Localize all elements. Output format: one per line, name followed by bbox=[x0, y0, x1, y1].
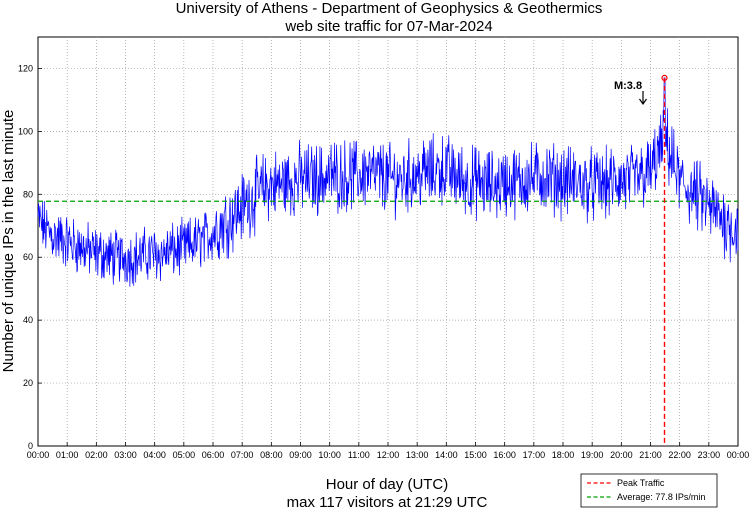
x-axis-ticks: 00:00 01:00 02:00 03:00 04:00 05:00 06:00 07:00… bbox=[27, 442, 750, 460]
y-tick-label: 0 bbox=[28, 441, 33, 451]
x-tick-label: 01:00 bbox=[56, 450, 79, 460]
x-tick-label: 21:00 bbox=[639, 450, 662, 460]
x-tick-label: 13:00 bbox=[406, 450, 429, 460]
legend-average-label: Average: 77.8 IPs/min bbox=[617, 492, 705, 502]
peak-marker bbox=[661, 74, 668, 82]
y-tick-label: 40 bbox=[23, 315, 33, 325]
x-tick-label: 06:00 bbox=[202, 450, 225, 460]
x-tick-label: 03:00 bbox=[114, 450, 137, 460]
x-tick-label: 02:00 bbox=[85, 450, 108, 460]
x-tick-label: 15:00 bbox=[464, 450, 487, 460]
chart-title-line1: University of Athens - Department of Geo… bbox=[176, 0, 603, 17]
legend-box bbox=[580, 473, 718, 508]
x-tick-label: 19:00 bbox=[581, 450, 604, 460]
x-tick-label: 11:00 bbox=[348, 450, 370, 460]
x-tick-label: 04:00 bbox=[143, 450, 166, 460]
x-tick-label: 22:00 bbox=[668, 450, 691, 460]
y-tick-label: 120 bbox=[18, 63, 33, 73]
x-tick-label: 00:00 bbox=[27, 450, 50, 460]
annotation-arrow-icon bbox=[639, 91, 647, 106]
y-axis-label: Number of unique IPs in the last minute bbox=[0, 110, 17, 373]
y-tick-label: 60 bbox=[23, 252, 33, 262]
x-axis-label: Hour of day (UTC) bbox=[326, 476, 449, 493]
y-tick-label: 100 bbox=[18, 126, 33, 136]
y-axis-ticks: 0 20 40 60 80 100 120 bbox=[18, 63, 42, 451]
x-tick-label: 08:00 bbox=[260, 450, 283, 460]
x-tick-label: 20:00 bbox=[610, 450, 633, 460]
x-tick-label: 00:00 bbox=[727, 450, 750, 460]
max-visitors-footer: max 117 visitors at 21:29 UTC bbox=[287, 494, 488, 511]
chart-title-line2: web site traffic for 07-Mar-2024 bbox=[284, 18, 492, 35]
legend-peak-label: Peak Traffic bbox=[617, 478, 665, 488]
y-tick-label: 20 bbox=[23, 378, 33, 388]
x-tick-label: 14:00 bbox=[435, 450, 458, 460]
x-tick-label: 18:00 bbox=[552, 450, 575, 460]
series-layer bbox=[37, 77, 739, 287]
x-tick-label: 12:00 bbox=[377, 450, 400, 460]
x-tick-label: 10:00 bbox=[318, 450, 341, 460]
traffic-series-line bbox=[37, 77, 739, 287]
x-tick-label: 16:00 bbox=[493, 450, 516, 460]
y-tick-label: 80 bbox=[23, 189, 33, 199]
legend: Peak Traffic Average: 77.8 IPs/min bbox=[580, 473, 718, 508]
x-tick-label: 07:00 bbox=[231, 450, 254, 460]
x-tick-label: 17:00 bbox=[523, 450, 546, 460]
x-tick-label: 05:00 bbox=[173, 450, 196, 460]
earthquake-annotation: M:3.8 bbox=[614, 80, 642, 92]
x-tick-label: 09:00 bbox=[289, 450, 312, 460]
x-tick-label: 23:00 bbox=[698, 450, 721, 460]
reference-lines bbox=[38, 74, 738, 446]
